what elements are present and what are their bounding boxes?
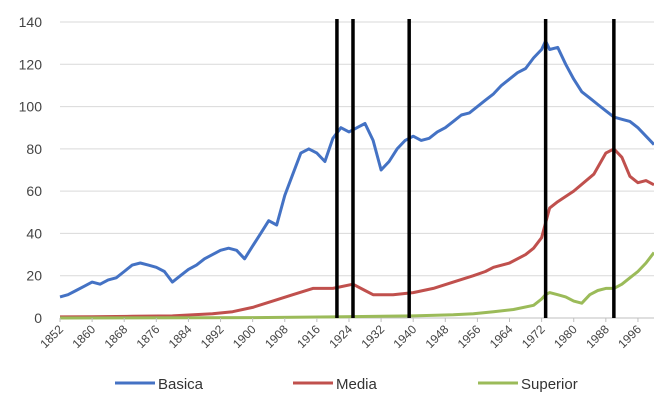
x-tick-label: 1908	[262, 322, 291, 351]
x-tick-label: 1876	[134, 322, 163, 351]
x-tick-label: 1924	[326, 322, 355, 351]
x-tick-label: 1852	[37, 322, 66, 351]
x-axis-ticks: 1852 1860 1868 1876 1884 1892 1900 1908 1916 1924…	[37, 318, 644, 351]
x-tick-label: 1868	[102, 322, 131, 351]
x-tick-label: 1996	[615, 322, 644, 351]
x-tick-label: 1884	[166, 322, 195, 351]
series-line-basica	[59, 39, 654, 299]
series-line-superior	[59, 251, 654, 320]
series-lines	[59, 39, 654, 320]
y-tick-label: 140	[19, 14, 43, 30]
x-tick-label: 1900	[230, 322, 259, 351]
x-tick-label: 1980	[551, 322, 580, 351]
x-tick-label: 1972	[519, 322, 548, 351]
gridlines	[60, 21, 654, 277]
y-tick-label: 120	[19, 56, 43, 72]
x-tick-label: 1940	[391, 322, 420, 351]
x-tick-label: 1916	[294, 322, 323, 351]
x-tick-label: 1932	[358, 322, 387, 351]
y-tick-label: 0	[34, 310, 42, 326]
x-tick-label: 1988	[583, 322, 612, 351]
x-tick-label: 1948	[423, 322, 452, 351]
y-axis-ticks: 0 20 40 60 80 100 120 140	[19, 14, 43, 326]
vertical-marker-lines	[335, 19, 616, 318]
legend-label-basica: Basica	[158, 376, 204, 393]
y-tick-label: 100	[19, 99, 43, 115]
x-tick-label: 1964	[487, 322, 516, 351]
x-tick-label: 1860	[69, 322, 98, 351]
x-tick-label: 1956	[455, 322, 484, 351]
x-tick-label: 1892	[198, 322, 227, 351]
legend-label-media: Media	[336, 376, 378, 393]
series-line-media	[59, 147, 654, 319]
y-tick-label: 60	[26, 183, 42, 199]
y-tick-label: 80	[26, 141, 42, 157]
legend: Basica Media Superior	[115, 376, 578, 393]
legend-label-superior: Superior	[521, 376, 578, 393]
y-tick-label: 40	[26, 225, 42, 241]
y-tick-label: 20	[26, 268, 42, 284]
